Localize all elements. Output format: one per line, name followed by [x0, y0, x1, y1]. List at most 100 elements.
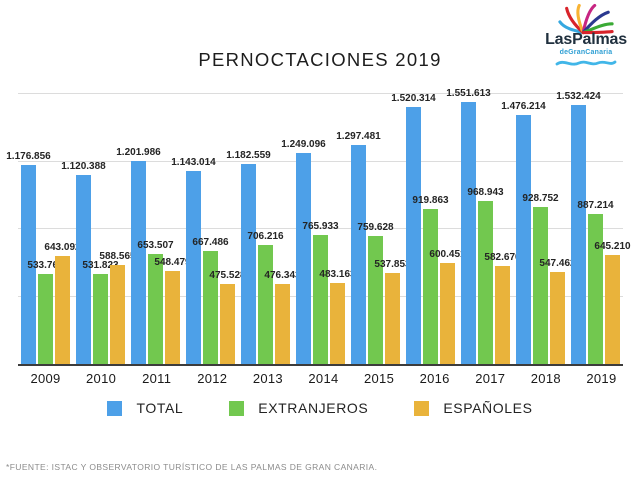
bar-value-label: 600.451 [429, 248, 466, 260]
bar-value-label: 1.182.559 [226, 150, 271, 162]
bar-group: 1.182.559 706.216 476.343 [226, 151, 301, 364]
year-label: 2010 [86, 371, 117, 386]
bar-group: 1.249.096 765.933 483.163 [281, 140, 356, 364]
bar-group: 1.476.214 928.752 547.462 [501, 101, 576, 364]
extranjeros-bar: 928.752 [522, 194, 559, 364]
bar-value-label: 1.520.314 [391, 93, 436, 105]
extranjeros-swatch-icon [229, 400, 245, 416]
bar-value-label: 475.528 [209, 269, 246, 281]
bar-value-label: 1.297.481 [336, 131, 381, 143]
bar-value-label: 968.943 [467, 186, 504, 198]
extranjeros-bar: 533.764 [27, 260, 64, 364]
bar-value-label: 643.092 [44, 241, 81, 253]
bar-group: 1.201.986 653.507 548.479 [116, 148, 191, 364]
bar-value-label: 919.863 [412, 194, 449, 206]
bar-value-label: 653.507 [137, 239, 174, 251]
year-label: 2009 [30, 371, 61, 386]
bar-value-label: 531.823 [82, 260, 119, 272]
total-bar: 1.249.096 [281, 140, 326, 364]
total-bar: 1.120.388 [61, 161, 106, 364]
españoles-bar: 588.565 [99, 251, 136, 364]
legend-item-total: TOTAL [107, 400, 183, 416]
total-swatch-icon [107, 400, 123, 416]
source-note: *FUENTE: ISTAC Y OBSERVATORIO TURÍSTICO … [6, 462, 378, 472]
españoles-bar: 547.462 [539, 258, 576, 364]
bar-value-label: 1.120.388 [61, 160, 106, 172]
bar-value-label: 1.532.424 [556, 91, 601, 103]
bar-value-label: 537.853 [374, 259, 411, 271]
bar-value-label: 548.479 [154, 257, 191, 269]
laspalmas-logo: LasPalmas deGranCanaria [538, 3, 634, 69]
españoles-bar: 475.528 [209, 270, 246, 364]
bar-value-label: 645.210 [594, 241, 631, 253]
españoles-bar: 645.210 [594, 242, 631, 364]
bar-value-label: 765.933 [302, 220, 339, 232]
extranjeros-bar: 765.933 [302, 221, 339, 364]
gridline [18, 160, 623, 162]
bar-value-label: 1.201.986 [116, 147, 161, 159]
legend-label-espanoles: ESPAÑOLES [443, 400, 533, 416]
wave-icon [555, 60, 617, 66]
españoles-bar: 548.479 [154, 258, 191, 364]
extranjeros-bar: 968.943 [467, 187, 504, 364]
bar-value-label: 1.476.214 [501, 100, 546, 112]
year-label: 2016 [419, 371, 450, 386]
logo-subtitle: deGranCanaria [559, 49, 613, 56]
bar-value-label: 483.163 [319, 268, 356, 280]
legend-label-extranjeros: EXTRANJEROS [258, 400, 369, 416]
bar-group: 1.176.856 533.764 643.092 [6, 152, 81, 364]
year-label: 2013 [252, 371, 283, 386]
bar-value-label: 582.670 [484, 251, 521, 263]
espanoles-swatch-icon [414, 400, 430, 416]
bar-value-label: 887.214 [577, 200, 614, 212]
españoles-bar: 600.451 [429, 249, 466, 364]
bar-value-label: 476.343 [264, 269, 301, 281]
bar-value-label: 533.764 [27, 259, 64, 271]
bar-value-label: 1.551.613 [446, 88, 491, 100]
x-axis-labels: 2009 2010 2011 2012 2013 2014 2015 2016 2017 2018… [18, 371, 629, 386]
extranjeros-bar: 919.863 [412, 195, 449, 364]
legend: TOTAL EXTRANJEROS ESPAÑOLES [0, 400, 640, 416]
year-label: 2019 [586, 371, 617, 386]
year-label: 2011 [142, 371, 172, 386]
extranjeros-bar: 759.628 [357, 222, 394, 364]
extranjeros-bar: 667.486 [192, 238, 229, 364]
bar-value-label: 1.176.856 [6, 151, 51, 163]
bar-value-label: 1.143.014 [171, 157, 216, 169]
bar-group: 1.120.388 531.823 588.565 [61, 161, 136, 364]
total-bar: 1.297.481 [336, 132, 381, 364]
logo-title: LasPalmas [545, 31, 627, 48]
bar-group: 1.143.014 667.486 475.528 [171, 158, 246, 364]
total-bar: 1.176.856 [6, 152, 51, 364]
extranjeros-bar: 653.507 [137, 240, 174, 364]
bar-group: 1.297.481 759.628 537.853 [336, 132, 411, 364]
bar-value-label: 759.628 [357, 221, 394, 233]
bar-groups: 1.176.856 533.764 643.092 1.120.388 531.823 5… [6, 89, 631, 364]
total-bar: 1.143.014 [171, 158, 216, 364]
españoles-bar: 476.343 [264, 270, 301, 364]
total-bar: 1.532.424 [556, 92, 601, 364]
bar-value-label: 588.565 [99, 250, 136, 262]
total-bar: 1.551.613 [446, 89, 491, 364]
bar-value-label: 547.462 [539, 257, 576, 269]
españoles-bar: 582.670 [484, 252, 521, 364]
year-label: 2017 [475, 371, 506, 386]
bar-value-label: 1.249.096 [281, 139, 326, 151]
year-label: 2018 [530, 371, 561, 386]
year-label: 2012 [197, 371, 228, 386]
españoles-bar: 537.853 [374, 260, 411, 364]
bar-value-label: 928.752 [522, 193, 559, 205]
bar-group: 1.520.314 919.863 600.451 [391, 94, 466, 364]
españoles-bar: 643.092 [44, 242, 81, 364]
palm-fronds-icon [558, 3, 614, 35]
total-bar: 1.476.214 [501, 101, 546, 364]
plot-area: 1.176.856 533.764 643.092 1.120.388 531.823 5… [6, 89, 631, 366]
total-bar: 1.182.559 [226, 151, 271, 364]
year-label: 2015 [364, 371, 395, 386]
bar-group: 1.551.613 968.943 582.670 [446, 89, 521, 364]
bar-group: 1.532.424 887.214 645.210 [556, 92, 631, 364]
total-bar: 1.520.314 [391, 94, 436, 364]
extranjeros-bar: 706.216 [247, 231, 284, 364]
legend-label-total: TOTAL [136, 400, 184, 416]
